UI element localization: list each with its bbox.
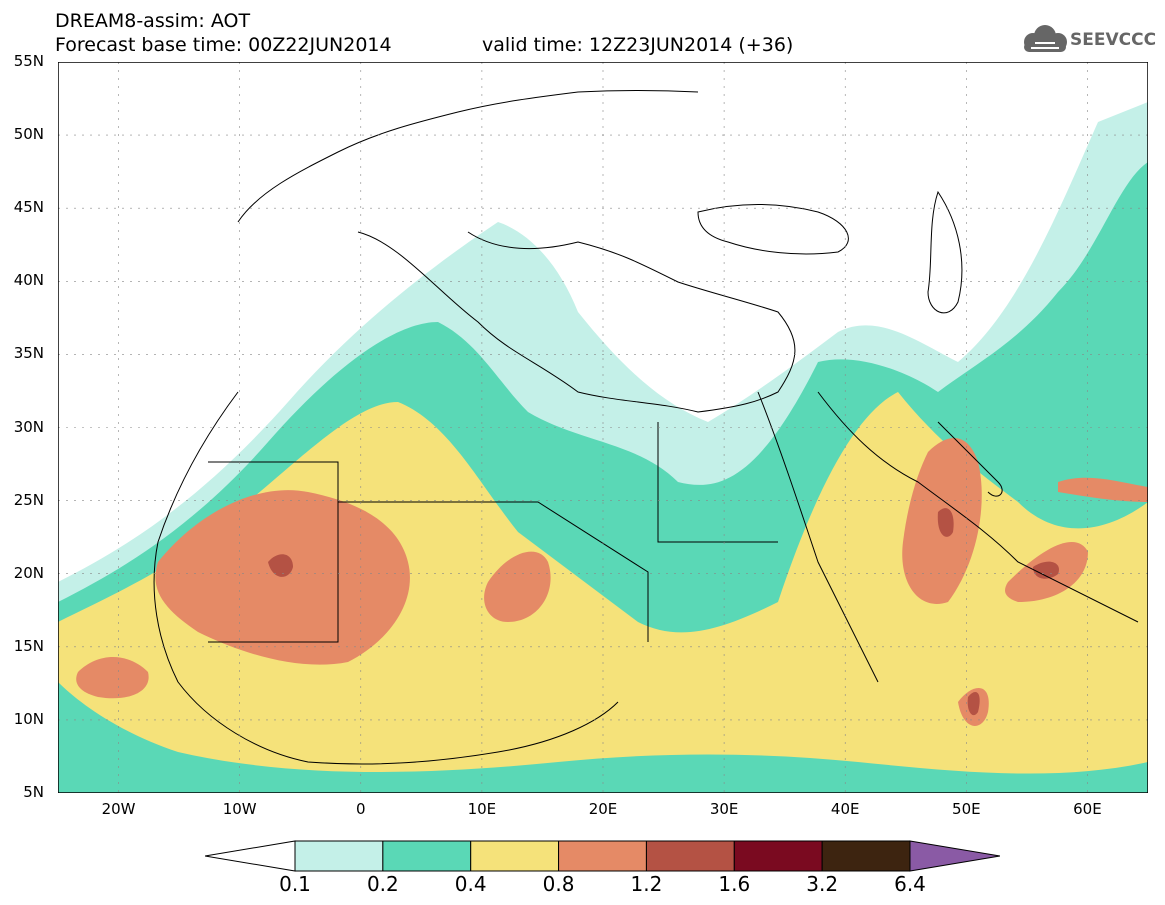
aot-map	[58, 62, 1148, 793]
lon-label: 20E	[588, 800, 618, 818]
colorbar-label: 0.8	[542, 872, 575, 896]
valid-time: valid time: 12Z23JUN2014 (+36)	[482, 34, 794, 56]
aot-contour-1.2-oman	[1033, 561, 1059, 579]
lat-label: 35N	[13, 344, 44, 363]
colorbar-label: 6.4	[894, 872, 926, 896]
aot-contour-0.8-west	[155, 490, 410, 665]
colorbar-segment	[733, 840, 823, 872]
colorbar-label: 3.2	[806, 872, 839, 896]
colorbar-label: 1.2	[630, 872, 663, 896]
coastline-persian-gulf	[937, 421, 1003, 497]
colorbar-label: 0.1	[279, 872, 311, 896]
colorbar-label: 0.2	[366, 872, 399, 896]
colorbar-segment	[382, 840, 472, 872]
lat-label: 55N	[13, 52, 44, 70]
colorbar-segment	[558, 840, 647, 872]
colorbar	[205, 840, 1000, 872]
aot-contour-1.2	[268, 554, 293, 577]
lat-label: 30N	[13, 417, 44, 436]
aot-contour-1.2-somalia	[967, 692, 980, 716]
aot-contour-0.8-west-coast	[76, 657, 149, 699]
coastline-africa-west	[153, 391, 619, 765]
colorbar-segment	[470, 840, 560, 872]
coastline-caspian	[927, 190, 963, 314]
aot-contour-0.4	[58, 392, 1148, 774]
lat-label: 25N	[13, 490, 44, 509]
aot-contour-1.2-arabia	[937, 508, 954, 537]
lon-label: 40E	[830, 800, 860, 818]
lon-label: 60E	[1073, 800, 1102, 818]
colorbar-segment	[294, 840, 384, 872]
colorbar-segment	[821, 840, 911, 872]
lon-label: 10E	[467, 800, 497, 818]
lat-label: 10N	[13, 709, 44, 728]
coastline-europe	[237, 90, 699, 223]
lat-label: 50N	[13, 125, 44, 144]
colorbar-high-arrow	[909, 840, 1000, 872]
lon-label: 30E	[709, 800, 739, 818]
lon-label: 50E	[952, 800, 981, 818]
border-africa-3	[657, 422, 778, 543]
lon-label: 20W	[101, 800, 136, 818]
aot-contour-0.8-central	[484, 551, 551, 622]
lat-label: 15N	[13, 636, 44, 655]
lat-label: 5N	[23, 783, 44, 801]
coastline-red-sea	[757, 391, 879, 683]
lat-label: 20N	[13, 563, 44, 582]
border-africa-2	[338, 501, 649, 642]
lat-label: 40N	[13, 271, 44, 290]
lon-label: 0	[355, 800, 366, 818]
lat-label: 45N	[13, 198, 44, 217]
colorbar-label: 0.4	[454, 872, 487, 896]
colorbar-label: 1.6	[718, 872, 751, 896]
coastline-arabia	[817, 391, 1139, 623]
coastline-black-sea	[697, 204, 849, 255]
aot-contour-0.8-caspian	[1058, 477, 1148, 502]
colorbar-segment	[645, 840, 735, 872]
logo-text: SEEVCCC	[1070, 30, 1157, 50]
border-africa-1	[208, 461, 339, 643]
lon-label: 10W	[222, 800, 257, 818]
coastline-mediterranean	[357, 231, 796, 413]
title-line-1: DREAM8-assim: AOT	[55, 10, 251, 32]
cloud-icon	[1024, 25, 1067, 52]
colorbar-low-arrow	[205, 840, 296, 872]
forecast-base-time: Forecast base time: 00Z22JUN2014	[55, 34, 392, 56]
